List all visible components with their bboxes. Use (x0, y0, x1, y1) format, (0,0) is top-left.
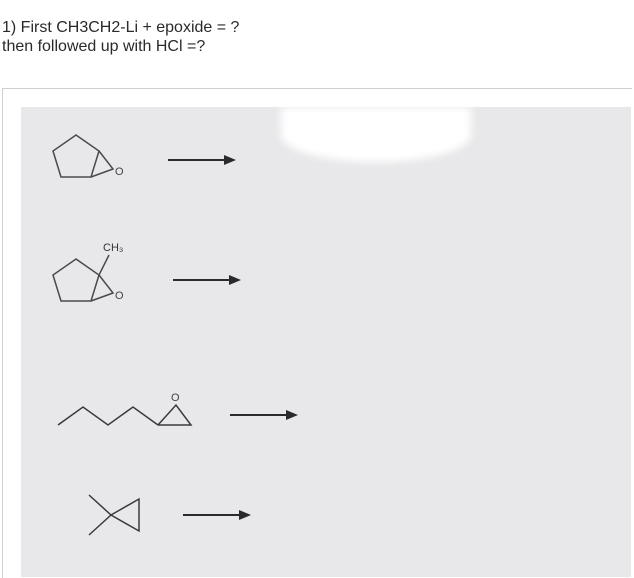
arrow-icon (171, 270, 246, 295)
diagram-background: O CH₃ O (21, 107, 631, 577)
arrow-icon (228, 405, 303, 430)
propyl-epoxide-icon: O (53, 387, 218, 447)
oxygen-label: O (171, 392, 180, 404)
question-line-1: 1) First CH3CH2-Li + epoxide = ? (2, 18, 634, 37)
dimethyl-epoxide-icon (81, 487, 176, 547)
white-smudge (281, 107, 471, 162)
arrow-icon (166, 150, 241, 175)
ch3-label: CH₃ (103, 242, 123, 254)
structure-row-4 (81, 487, 256, 547)
oxygen-label: O (115, 166, 124, 178)
question-line-2: then followed up with HCl =? (2, 37, 634, 56)
structure-row-3: O (53, 387, 303, 447)
structure-row-1: O (41, 125, 241, 200)
methyl-cyclopentane-epoxide-icon: CH₃ O (41, 237, 141, 327)
structure-row-2: CH₃ O (41, 237, 246, 327)
diagram-container: O CH₃ O (2, 88, 632, 578)
arrow-icon (181, 505, 256, 530)
oxygen-label: O (115, 290, 124, 302)
cyclopentane-epoxide-icon: O (41, 125, 136, 200)
